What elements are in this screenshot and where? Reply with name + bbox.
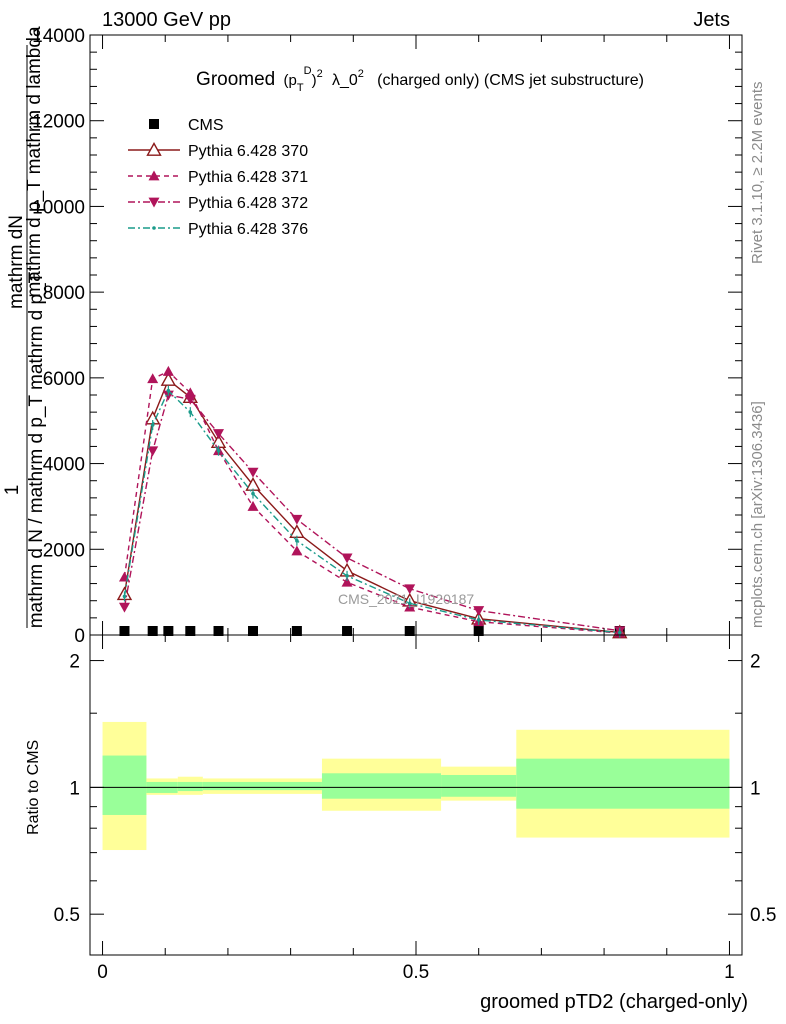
legend-label: CMS <box>188 117 224 134</box>
series-marker <box>184 394 196 405</box>
series-marker <box>184 387 196 398</box>
cms-data-point <box>291 626 302 636</box>
ratio-y-tick-label-right: 1 <box>750 778 761 799</box>
x-tick-label: 0.5 <box>403 962 429 983</box>
watermark: CMS_2021_I1920187 <box>338 591 474 607</box>
series-marker <box>162 365 174 376</box>
series-marker <box>150 423 155 427</box>
cms-data-point <box>213 626 224 636</box>
main-panel: 0 2000 4000 6000 8000 10000 12000 14000 CMS Pyth… <box>2 26 743 647</box>
ratio-stat-band <box>102 755 147 815</box>
cms-data-point <box>185 626 196 636</box>
series-marker <box>166 388 171 393</box>
cms-data-point <box>163 626 174 636</box>
y-axis-label-numerator-2: mathrm d p_T mathrm d lambda <box>24 26 45 297</box>
ratio-panel: 0.5 0.5 1 1 2 2 0 0.5 1 Ratio to CMS groomed pTD… <box>25 634 776 1013</box>
ratio-stat-band <box>202 781 322 791</box>
ratio-stat-band <box>516 758 730 809</box>
ratio-y-tick-label-right: 0.5 <box>750 905 776 926</box>
y-axis-label-denominator: mathrm d N / mathrm d p_T mathrm d p_T <box>26 271 47 628</box>
legend-marker <box>148 170 160 181</box>
ratio-stat-band <box>441 774 517 797</box>
x-tick-label: 1 <box>724 962 735 983</box>
series-marker <box>147 373 159 384</box>
side-label-rivet: Rivet 3.1.10, ≥ 2.2M events <box>749 82 766 265</box>
y-tick-label: 6000 <box>43 369 85 390</box>
x-tick-label: 0 <box>97 962 108 983</box>
ratio-y-tick-label: 1 <box>69 778 80 799</box>
series-marker <box>473 606 485 617</box>
legend: CMS Pythia 6.428 370 Pythia 6.428 371 Pythi… <box>128 117 308 238</box>
series-marker <box>251 491 255 496</box>
series-marker <box>341 553 353 564</box>
y-tick-label: 14000 <box>32 26 85 47</box>
series-marker <box>341 576 353 587</box>
y-axis-label-numerator: mathrm dN <box>6 215 27 309</box>
legend-label: Pythia 6.428 372 <box>188 195 308 212</box>
series-marker <box>118 602 130 613</box>
y-tick-label: 2000 <box>43 540 85 561</box>
series-marker <box>345 574 349 578</box>
series-marker <box>295 538 299 543</box>
header-energy: 13000 GeV pp <box>102 9 231 31</box>
series-marker <box>407 601 412 606</box>
ratio-bands <box>102 721 730 851</box>
x-axis-label: groomed pTD2 (charged-only) <box>480 991 748 1013</box>
cms-data-point <box>342 626 353 636</box>
legend-label: Pythia 6.428 376 <box>188 221 308 238</box>
series-marker <box>213 429 225 440</box>
cms-data-point <box>147 626 158 636</box>
side-label-mcplots: mcplots.cern.ch [arXiv:1306.3436] <box>749 401 766 628</box>
legend-label: Pythia 6.428 371 <box>188 169 308 186</box>
series-marker <box>247 500 259 511</box>
legend-marker <box>152 226 156 230</box>
legend-marker-cms <box>149 119 159 129</box>
main-data-layer <box>116 365 628 639</box>
y-tick-label: 0 <box>74 626 85 647</box>
ratio-y-label: Ratio to CMS <box>25 740 42 835</box>
y-tick-label: 8000 <box>43 283 85 304</box>
legend-marker <box>148 197 160 208</box>
series-marker <box>160 372 177 386</box>
cms-data-point <box>119 626 130 636</box>
series-marker <box>404 584 416 595</box>
chart-title: Groomed (pTD)2 λ_02 (charged only) (CMS … <box>196 61 644 94</box>
ratio-axes: 0.5 0.5 1 1 2 2 0 0.5 1 <box>54 635 776 983</box>
series-marker <box>188 410 193 414</box>
ratio-stat-band <box>177 781 203 792</box>
legend-label: Pythia 6.428 370 <box>188 143 308 160</box>
ratio-stat-band <box>321 773 442 799</box>
cms-data-point <box>404 626 415 636</box>
y-tick-label: 10000 <box>32 197 85 218</box>
y-tick-label: 4000 <box>43 455 85 476</box>
series-marker <box>122 594 127 599</box>
series-line <box>123 389 620 634</box>
series-marker <box>247 467 259 478</box>
series-marker <box>617 630 622 635</box>
series-marker <box>147 446 159 457</box>
y-tick-label: 12000 <box>32 112 85 133</box>
series-marker <box>291 514 303 525</box>
series-marker <box>476 618 481 622</box>
header-process: Jets <box>693 9 730 31</box>
ratio-y-tick-label: 0.5 <box>54 905 80 926</box>
legend-marker <box>146 142 162 156</box>
ratio-y-tick-label: 2 <box>69 652 80 673</box>
cms-data-point <box>248 626 258 636</box>
series-marker <box>216 448 221 453</box>
main-axes: 0 2000 4000 6000 8000 10000 12000 14000 <box>32 26 742 647</box>
y-axis-label-prefix: 1 <box>2 485 23 496</box>
series-marker <box>291 545 303 556</box>
ratio-y-tick-label-right: 2 <box>750 652 761 673</box>
